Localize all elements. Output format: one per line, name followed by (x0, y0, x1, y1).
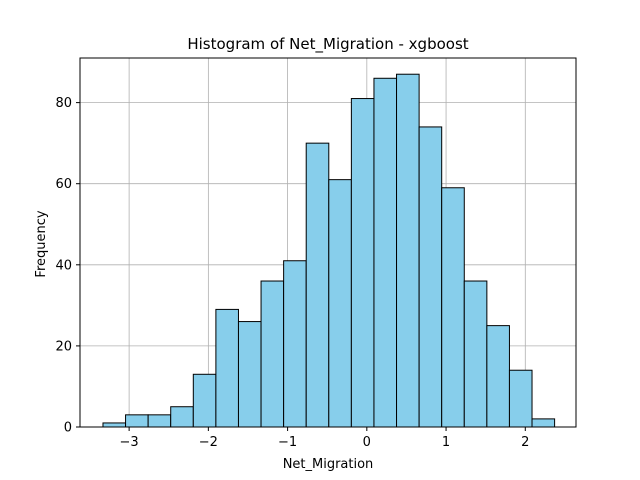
histogram-bar (170, 406, 194, 428)
histogram-bars (102, 73, 556, 428)
y-axis-label: Frequency (34, 210, 49, 277)
histogram-bar (373, 77, 398, 428)
histogram-bar (305, 142, 330, 428)
histogram-bar (125, 414, 149, 428)
histogram-bar (147, 414, 172, 428)
histogram-bar (102, 422, 127, 428)
histogram-bar (396, 73, 420, 428)
x-tick-label: −1 (278, 435, 297, 450)
x-tick-label: −2 (199, 435, 218, 450)
histogram-bar (260, 280, 285, 428)
x-tick-label: 1 (442, 435, 450, 450)
histogram-bar (441, 187, 465, 428)
histogram-bar (418, 126, 443, 428)
x-tick-label: −3 (120, 435, 139, 450)
y-tick-label: 20 (55, 339, 72, 354)
plot-frame (79, 57, 577, 428)
histogram-bar (463, 280, 488, 428)
y-tick-label: 60 (55, 177, 72, 192)
histogram-bar (283, 260, 307, 428)
histogram-bar (237, 321, 262, 428)
histogram-bar (350, 98, 375, 428)
chart-title: Histogram of Net_Migration - xgboost (187, 35, 468, 54)
histogram-bar (215, 308, 239, 428)
histogram-bar (508, 369, 533, 428)
histogram-bar (192, 373, 217, 428)
y-tick-label: 0 (64, 421, 72, 436)
y-tick-label: 80 (55, 96, 72, 111)
histogram-bar (531, 418, 556, 428)
x-tick-label: 2 (521, 435, 529, 450)
histogram-bar (486, 325, 510, 428)
x-tick-label: 0 (363, 435, 371, 450)
histogram-bar (328, 179, 352, 428)
x-axis-label: Net_Migration (283, 457, 374, 472)
y-tick-label: 40 (55, 258, 72, 273)
